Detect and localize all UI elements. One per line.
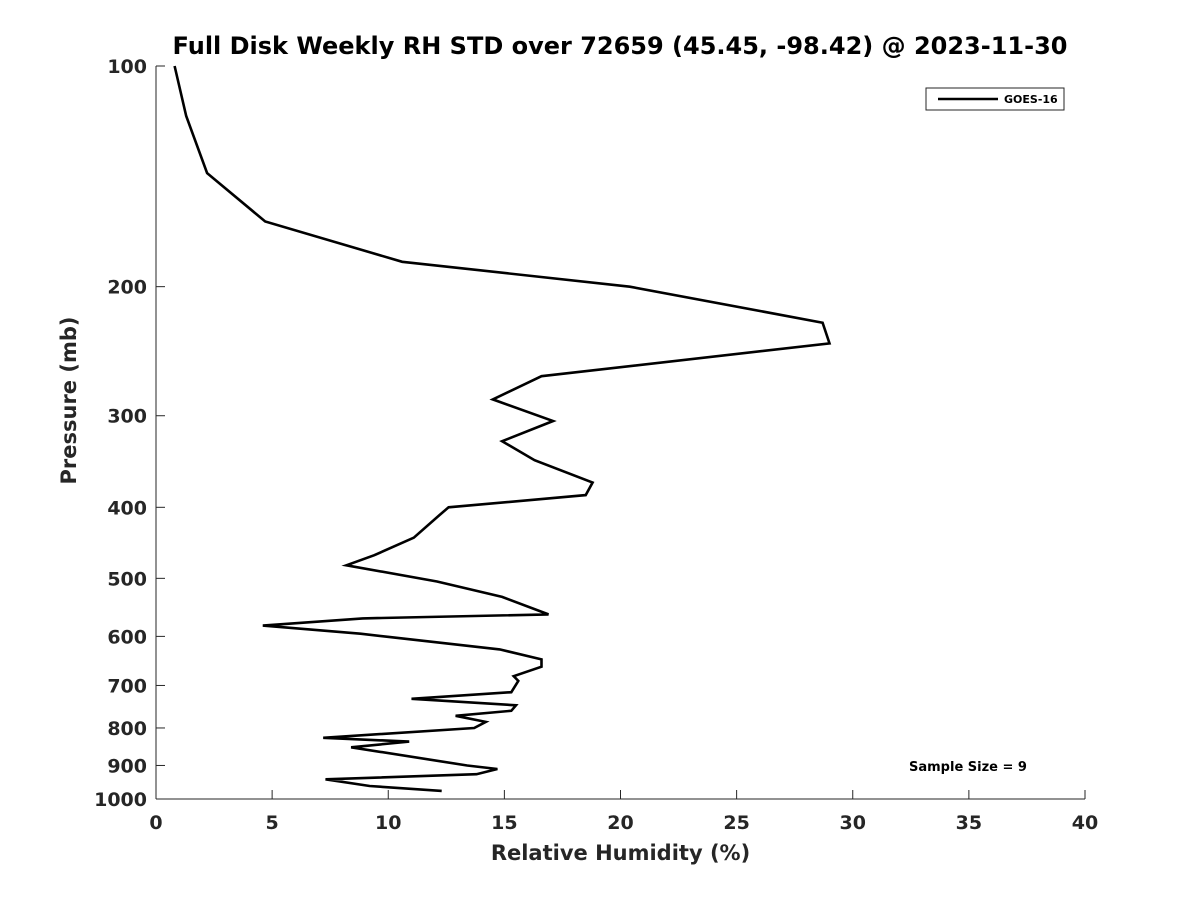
x-tick-label: 25: [723, 812, 749, 834]
y-axis-label: Pressure (mb): [57, 317, 81, 485]
y-tick-label: 500: [107, 568, 147, 590]
x-axis-label: Relative Humidity (%): [491, 841, 750, 865]
y-tick-label: 400: [107, 497, 147, 519]
y-tick-label: 200: [107, 277, 147, 299]
y-tick-label: 1000: [94, 789, 147, 811]
x-tick-label: 0: [149, 812, 162, 834]
y-tick-label: 300: [107, 406, 147, 428]
y-tick-label: 100: [107, 56, 147, 78]
chart-title: Full Disk Weekly RH STD over 72659 (45.4…: [173, 32, 1068, 60]
x-tick-label: 20: [607, 812, 633, 834]
y-tick-label: 800: [107, 718, 147, 740]
sample-size-annotation: Sample Size = 9: [909, 760, 1027, 775]
x-tick-label: 35: [956, 812, 982, 834]
x-tick-label: 40: [1072, 812, 1098, 834]
legend: GOES-16: [925, 87, 1065, 111]
x-tick-label: 30: [840, 812, 866, 834]
y-tick-label: 700: [107, 675, 147, 697]
x-tick-label: 5: [266, 812, 279, 834]
x-tick-label: 10: [375, 812, 401, 834]
plot-area: 0 5 10 15 20 25 30 35 40 100 200 300 400 500 600 700 800…: [94, 56, 1098, 834]
y-tick-label: 600: [107, 626, 147, 648]
x-tick-label: 15: [491, 812, 517, 834]
y-tick-label: 900: [107, 755, 147, 777]
series-line-goes-16: [173, 65, 832, 793]
legend-label: GOES-16: [1004, 93, 1058, 106]
